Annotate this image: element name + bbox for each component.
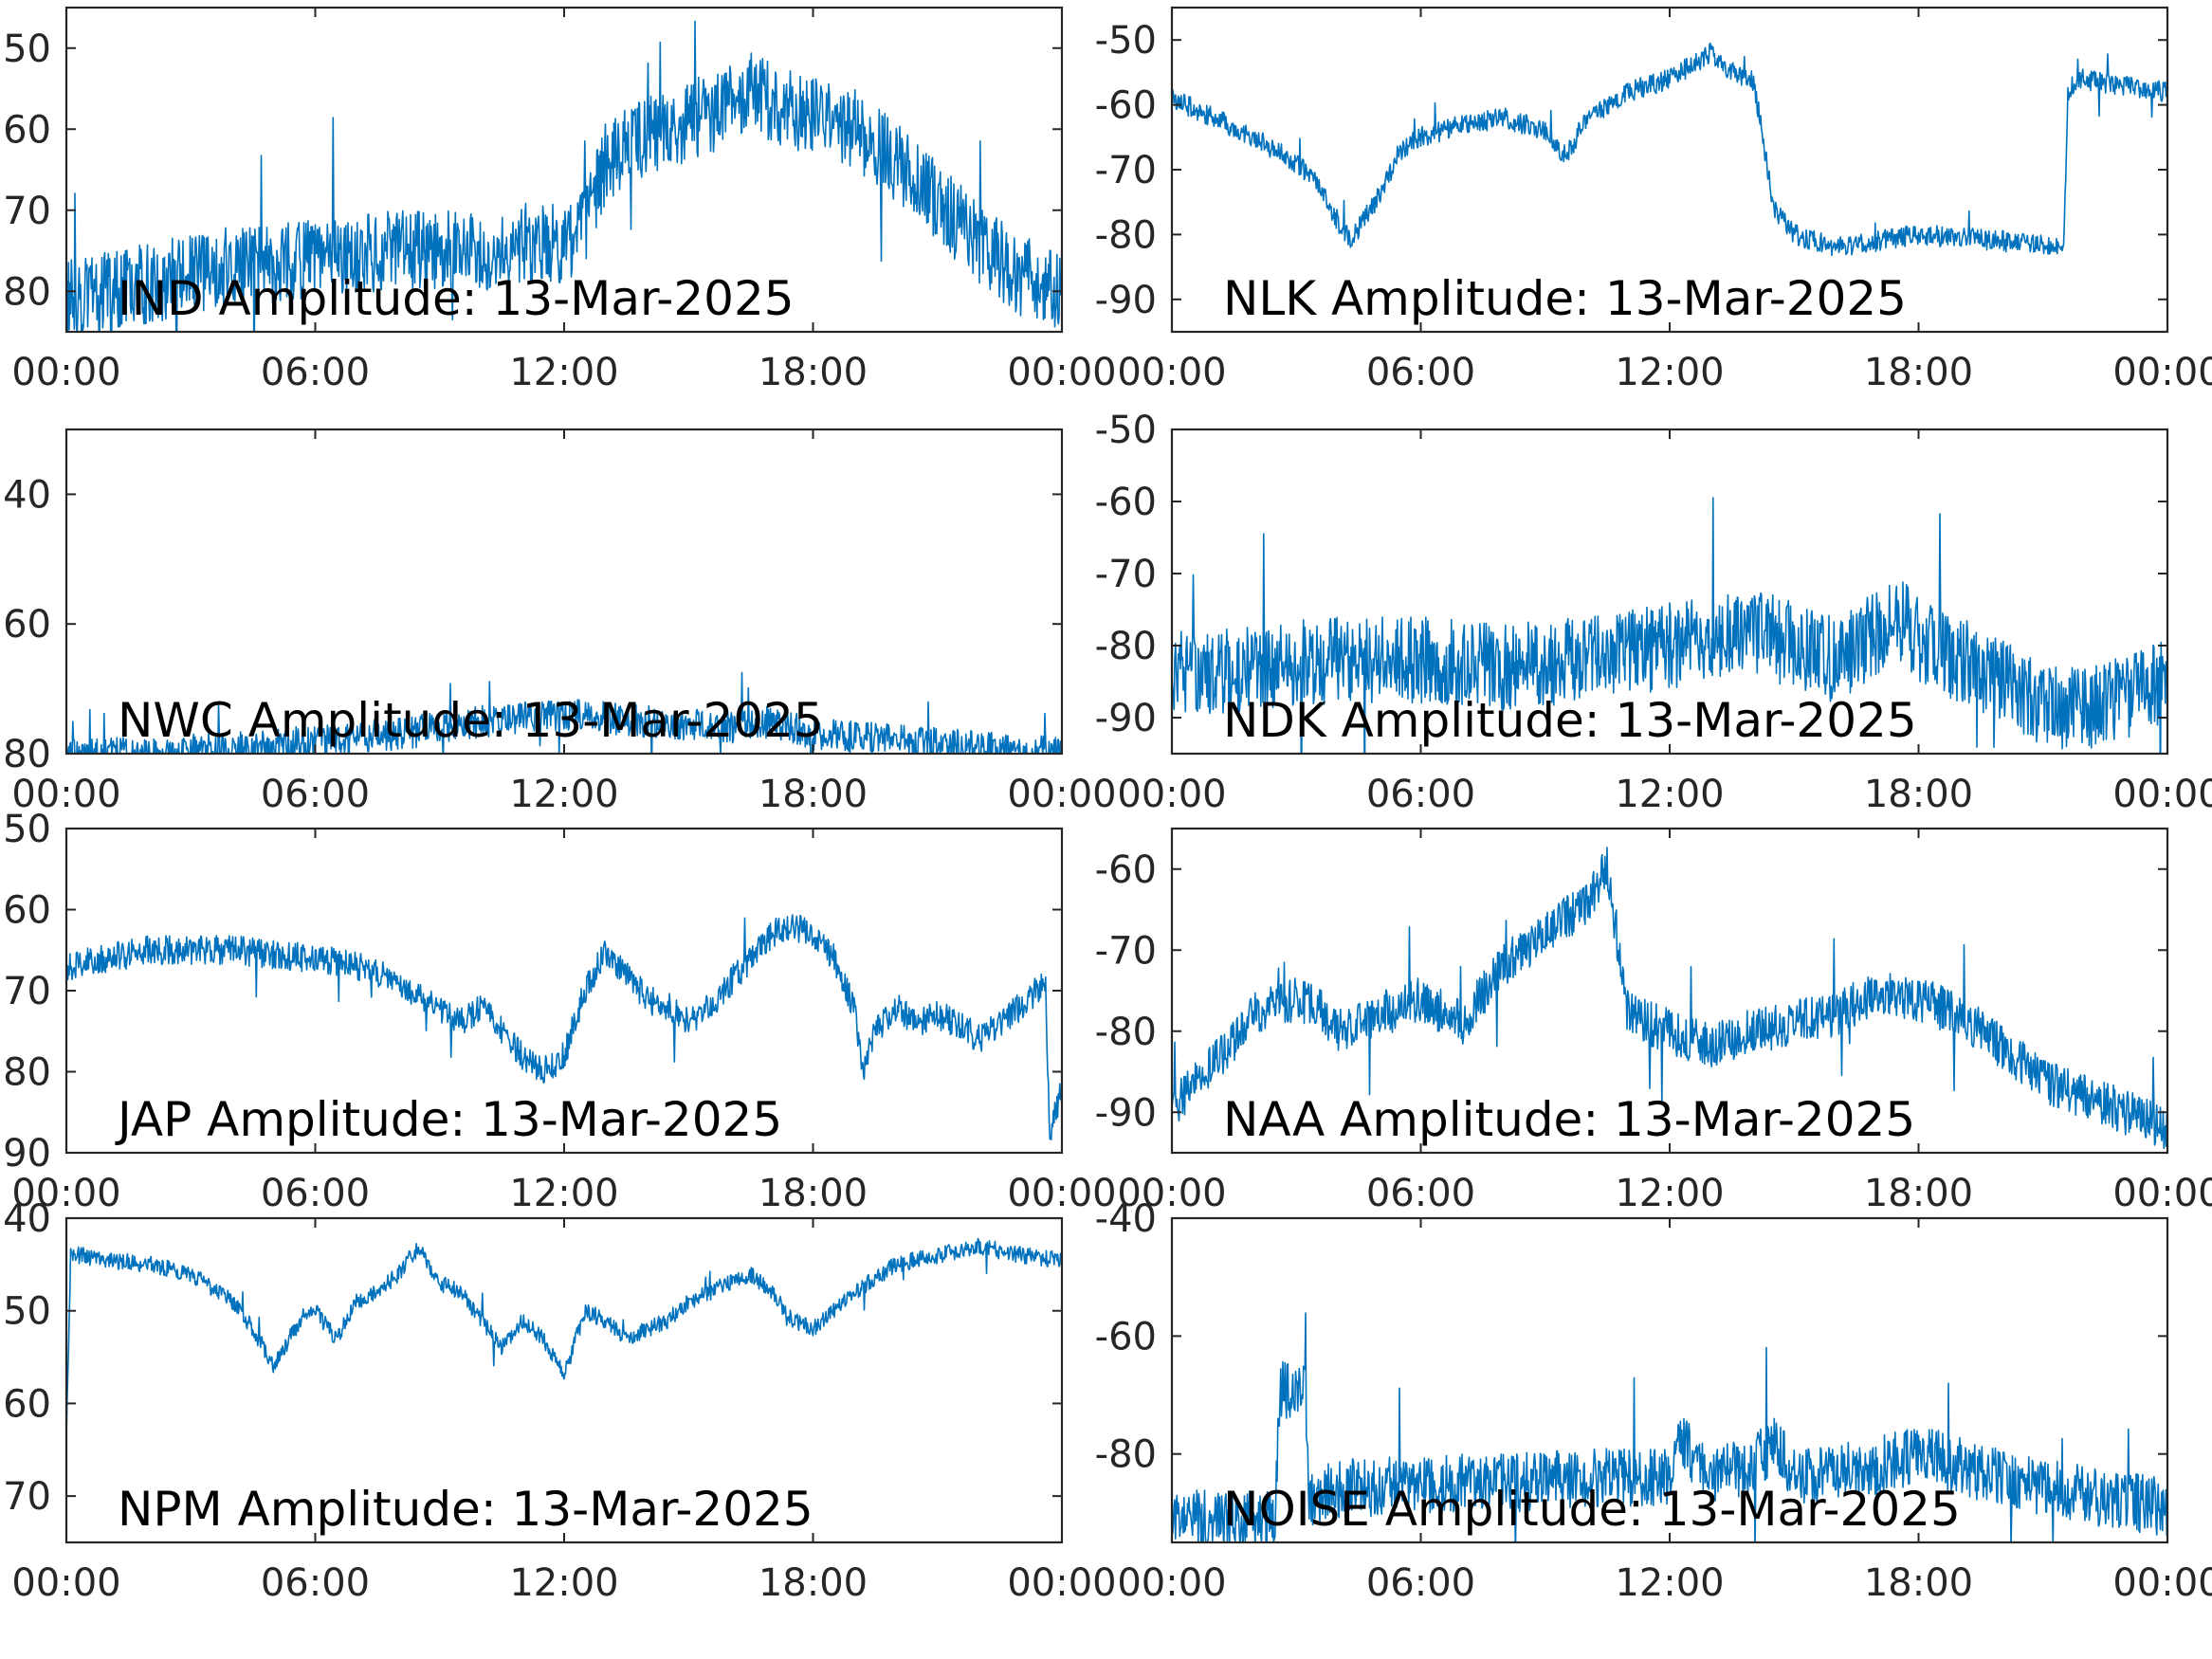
x-tick-label: 00:00	[1117, 773, 1226, 816]
x-tick-label: 18:00	[1864, 351, 1973, 394]
panel-label: NPM Amplitude: 13-Mar-2025	[118, 1482, 814, 1537]
x-tick-label: 00:00	[1007, 1561, 1116, 1605]
x-tick-label: 18:00	[759, 1172, 868, 1215]
x-tick-label: 00:00	[11, 351, 120, 394]
panel-label: NDK Amplitude: 13-Mar-2025	[1223, 693, 1917, 748]
y-tick-label: 40	[3, 473, 51, 517]
amplitude-panel: 00:00 06:00 12:00 18:00 00:00 -60 -70 -80 -90 NAA…	[1095, 827, 2212, 1215]
x-tick-label: 12:00	[1615, 351, 1724, 394]
x-tick-label: 00:00	[1007, 351, 1116, 394]
y-tick-label: 50	[3, 1290, 51, 1334]
amplitude-trace	[1172, 847, 2167, 1150]
x-tick-label: 00:00	[1117, 1561, 1226, 1605]
x-tick-label: 18:00	[1864, 773, 1973, 816]
x-tick-label: 18:00	[1864, 1561, 1973, 1605]
x-tick-label: 12:00	[509, 773, 618, 816]
x-tick-label: 00:00	[2112, 1172, 2212, 1215]
y-tick-label: -90	[1095, 1091, 1157, 1135]
panel-label: NLK Amplitude: 13-Mar-2025	[1223, 271, 1907, 326]
amplitude-panel: 00:00 06:00 12:00 18:00 00:00 50 60 70 80 90 JAP A…	[3, 808, 1117, 1215]
x-tick-label: 12:00	[509, 1172, 618, 1215]
panel-label: NWC Amplitude: 13-Mar-2025	[118, 693, 824, 748]
y-tick-label: -80	[1095, 1011, 1157, 1054]
y-tick-label: -40	[1095, 1197, 1157, 1241]
panel-label: IND Amplitude: 13-Mar-2025	[118, 271, 795, 326]
x-tick-label: 06:00	[261, 773, 370, 816]
panel-label: JAP Amplitude: 13-Mar-2025	[115, 1092, 782, 1147]
y-tick-label: -60	[1095, 481, 1157, 524]
y-tick-label: 50	[3, 27, 51, 71]
y-tick-label: 80	[3, 1051, 51, 1095]
x-tick-label: 06:00	[261, 1561, 370, 1605]
y-tick-label: 60	[3, 603, 51, 647]
y-tick-label: 70	[3, 190, 51, 233]
x-tick-label: 18:00	[1864, 1172, 1973, 1215]
x-tick-label: 18:00	[759, 773, 868, 816]
y-tick-label: -70	[1095, 553, 1157, 596]
amplitude-panel: 00:00 06:00 12:00 18:00 00:00 -40 -60 -80 NOISE …	[1095, 1197, 2212, 1605]
x-tick-label: 12:00	[509, 1561, 618, 1605]
x-tick-label: 00:00	[11, 1172, 120, 1215]
x-tick-label: 12:00	[1615, 1561, 1724, 1605]
x-tick-label: 00:00	[2112, 1561, 2212, 1605]
y-tick-label: 70	[3, 970, 51, 1013]
y-tick-label: -50	[1095, 409, 1157, 452]
panel-label: NAA Amplitude: 13-Mar-2025	[1223, 1092, 1915, 1147]
y-tick-label: -80	[1095, 625, 1157, 668]
y-tick-label: -80	[1095, 1433, 1157, 1477]
x-tick-label: 12:00	[509, 351, 618, 394]
x-tick-label: 12:00	[1615, 773, 1724, 816]
panel-label: NOISE Amplitude: 13-Mar-2025	[1223, 1482, 1961, 1537]
amplitude-trace	[66, 671, 1062, 754]
y-tick-label: 80	[3, 270, 51, 314]
amplitude-trace	[1172, 1312, 2167, 1542]
x-tick-label: 06:00	[1366, 1172, 1475, 1215]
amplitude-trace	[66, 20, 1062, 332]
y-tick-label: -90	[1095, 279, 1157, 322]
y-tick-label: -50	[1095, 19, 1157, 63]
y-tick-label: 60	[3, 108, 51, 152]
y-tick-label: 80	[3, 733, 51, 776]
y-tick-label: 60	[3, 889, 51, 933]
amplitude-trace	[1172, 42, 2167, 257]
amplitude-panel: 00:00 06:00 12:00 18:00 00:00 -50 -60 -70 -80 -90…	[1095, 6, 2212, 394]
x-tick-label: 18:00	[759, 1561, 868, 1605]
y-tick-label: 50	[3, 808, 51, 851]
x-tick-label: 06:00	[1366, 773, 1475, 816]
y-tick-label: 60	[3, 1382, 51, 1426]
x-tick-label: 06:00	[261, 1172, 370, 1215]
x-tick-label: 00:00	[2112, 351, 2212, 394]
x-tick-label: 18:00	[759, 351, 868, 394]
amplitude-panel: 00:00 06:00 12:00 18:00 00:00 40 50 60 70 NPM Amp…	[3, 1197, 1117, 1605]
y-tick-label: -60	[1095, 84, 1157, 128]
x-tick-label: 06:00	[1366, 351, 1475, 394]
x-tick-label: 00:00	[1007, 773, 1116, 816]
x-tick-label: 00:00	[1117, 1172, 1226, 1215]
x-tick-label: 00:00	[2112, 773, 2212, 816]
amplitude-panel: 00:00 06:00 12:00 18:00 00:00 -50 -60 -70 -80 -90…	[1095, 409, 2212, 816]
y-tick-label: 90	[3, 1132, 51, 1176]
y-tick-label: -70	[1095, 929, 1157, 973]
y-tick-label: 40	[3, 1197, 51, 1241]
x-tick-label: 00:00	[11, 773, 120, 816]
amplitude-panel: 00:00 06:00 12:00 18:00 00:00 50 60 70 80 IND Amp…	[3, 6, 1117, 394]
amplitude-trace	[66, 914, 1062, 1140]
x-tick-label: 06:00	[1366, 1561, 1475, 1605]
y-tick-label: -80	[1095, 213, 1157, 257]
x-tick-label: 00:00	[1007, 1172, 1116, 1215]
y-tick-label: 70	[3, 1475, 51, 1519]
y-tick-label: -60	[1095, 848, 1157, 892]
x-tick-label: 06:00	[261, 351, 370, 394]
y-tick-label: -60	[1095, 1315, 1157, 1358]
y-tick-label: -70	[1095, 149, 1157, 192]
y-tick-label: -90	[1095, 697, 1157, 740]
amplitude-panel: 00:00 06:00 12:00 18:00 00:00 40 60 80 NWC Ampli…	[3, 428, 1117, 816]
x-tick-label: 00:00	[11, 1561, 120, 1605]
amplitude-trace	[1172, 497, 2167, 754]
x-tick-label: 00:00	[1117, 351, 1226, 394]
x-tick-label: 12:00	[1615, 1172, 1724, 1215]
amplitude-trace	[66, 1237, 1062, 1438]
